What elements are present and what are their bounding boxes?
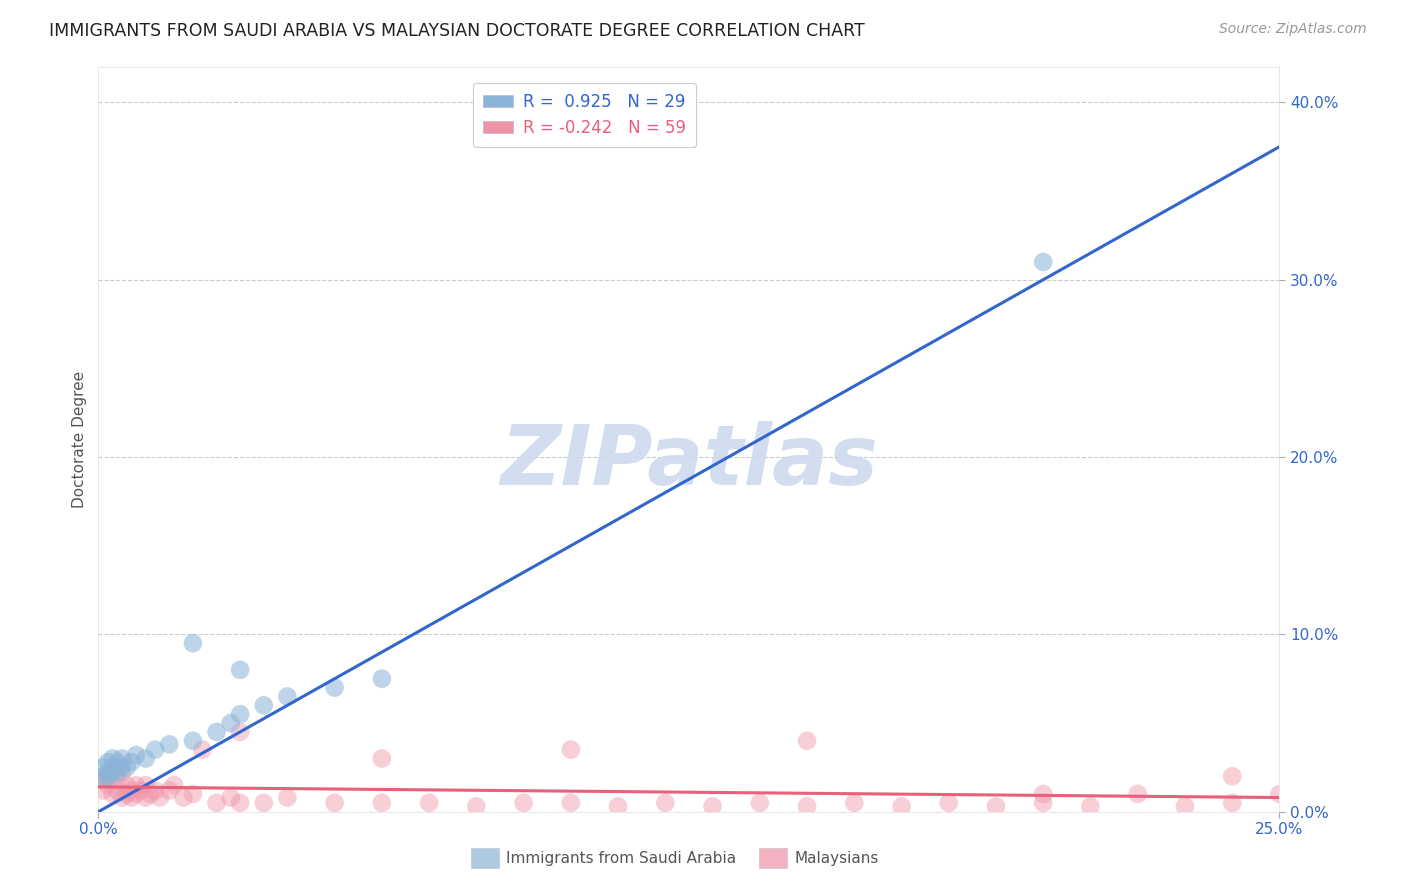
Point bbox=[163, 778, 186, 792]
Point bbox=[219, 790, 242, 805]
Point bbox=[105, 772, 128, 787]
Point bbox=[121, 790, 143, 805]
Point bbox=[181, 787, 204, 801]
Point bbox=[1268, 787, 1291, 801]
Point bbox=[91, 772, 114, 787]
Point bbox=[157, 783, 180, 797]
Point bbox=[229, 796, 252, 810]
Point bbox=[323, 681, 346, 695]
Point bbox=[111, 751, 134, 765]
Point bbox=[97, 778, 120, 792]
Point bbox=[143, 783, 166, 797]
Point bbox=[253, 698, 276, 713]
Point bbox=[115, 760, 138, 774]
Point bbox=[1220, 796, 1243, 810]
Point bbox=[111, 760, 134, 774]
Point bbox=[191, 742, 214, 756]
Point bbox=[91, 769, 114, 783]
Point bbox=[465, 799, 488, 814]
Point bbox=[172, 790, 194, 805]
Point bbox=[101, 765, 124, 780]
Point bbox=[97, 769, 120, 783]
Text: Source: ZipAtlas.com: Source: ZipAtlas.com bbox=[1219, 22, 1367, 37]
Point bbox=[205, 725, 228, 739]
Point bbox=[276, 790, 298, 805]
Point bbox=[125, 787, 148, 801]
Point bbox=[512, 796, 534, 810]
Point bbox=[748, 796, 770, 810]
Point bbox=[181, 636, 204, 650]
Point bbox=[1032, 255, 1054, 269]
Point bbox=[1080, 799, 1102, 814]
Point bbox=[135, 778, 157, 792]
Point bbox=[205, 796, 228, 810]
Point bbox=[135, 790, 157, 805]
Point bbox=[121, 783, 143, 797]
Point bbox=[181, 733, 204, 747]
Point bbox=[229, 725, 252, 739]
Point bbox=[125, 778, 148, 792]
Point bbox=[1032, 787, 1054, 801]
Point bbox=[135, 751, 157, 765]
Point bbox=[101, 760, 124, 774]
Point bbox=[253, 796, 276, 810]
Text: ZIPatlas: ZIPatlas bbox=[501, 421, 877, 502]
Point bbox=[139, 787, 162, 801]
Point bbox=[371, 796, 394, 810]
Point bbox=[371, 751, 394, 765]
Point bbox=[157, 737, 180, 751]
Point bbox=[105, 765, 128, 780]
Point bbox=[229, 707, 252, 722]
Point bbox=[607, 799, 630, 814]
Point bbox=[121, 755, 143, 769]
Point bbox=[418, 796, 440, 810]
Legend: R =  0.925   N = 29, R = -0.242   N = 59: R = 0.925 N = 29, R = -0.242 N = 59 bbox=[472, 83, 696, 147]
Point bbox=[1220, 769, 1243, 783]
Point bbox=[143, 742, 166, 756]
Point bbox=[219, 716, 242, 731]
Point bbox=[115, 778, 138, 792]
Point bbox=[149, 790, 172, 805]
Point bbox=[796, 799, 818, 814]
Point bbox=[91, 783, 114, 797]
Point bbox=[125, 747, 148, 762]
Point bbox=[323, 796, 346, 810]
Point bbox=[984, 799, 1007, 814]
Point bbox=[890, 799, 912, 814]
Point bbox=[1032, 796, 1054, 810]
Text: Immigrants from Saudi Arabia: Immigrants from Saudi Arabia bbox=[506, 851, 737, 865]
Point bbox=[654, 796, 676, 810]
Point bbox=[105, 783, 128, 797]
Point bbox=[101, 751, 124, 765]
Point bbox=[97, 769, 120, 783]
Point bbox=[276, 690, 298, 704]
Text: IMMIGRANTS FROM SAUDI ARABIA VS MALAYSIAN DOCTORATE DEGREE CORRELATION CHART: IMMIGRANTS FROM SAUDI ARABIA VS MALAYSIA… bbox=[49, 22, 865, 40]
Point bbox=[111, 790, 134, 805]
Point bbox=[97, 755, 120, 769]
Y-axis label: Doctorate Degree: Doctorate Degree bbox=[72, 371, 87, 508]
Point bbox=[115, 787, 138, 801]
Point bbox=[560, 796, 582, 810]
Point bbox=[796, 733, 818, 747]
Point bbox=[371, 672, 394, 686]
Point bbox=[844, 796, 866, 810]
Point bbox=[1126, 787, 1149, 801]
FancyBboxPatch shape bbox=[471, 848, 499, 868]
Point bbox=[111, 765, 134, 780]
Point bbox=[91, 760, 114, 774]
Point bbox=[101, 760, 124, 774]
Point bbox=[129, 783, 152, 797]
Point bbox=[105, 755, 128, 769]
Point bbox=[97, 765, 120, 780]
Point bbox=[702, 799, 724, 814]
FancyBboxPatch shape bbox=[759, 848, 787, 868]
Point bbox=[560, 742, 582, 756]
Point bbox=[1174, 799, 1197, 814]
Point bbox=[229, 663, 252, 677]
Text: Malaysians: Malaysians bbox=[794, 851, 879, 865]
Point bbox=[101, 787, 124, 801]
Point bbox=[938, 796, 960, 810]
